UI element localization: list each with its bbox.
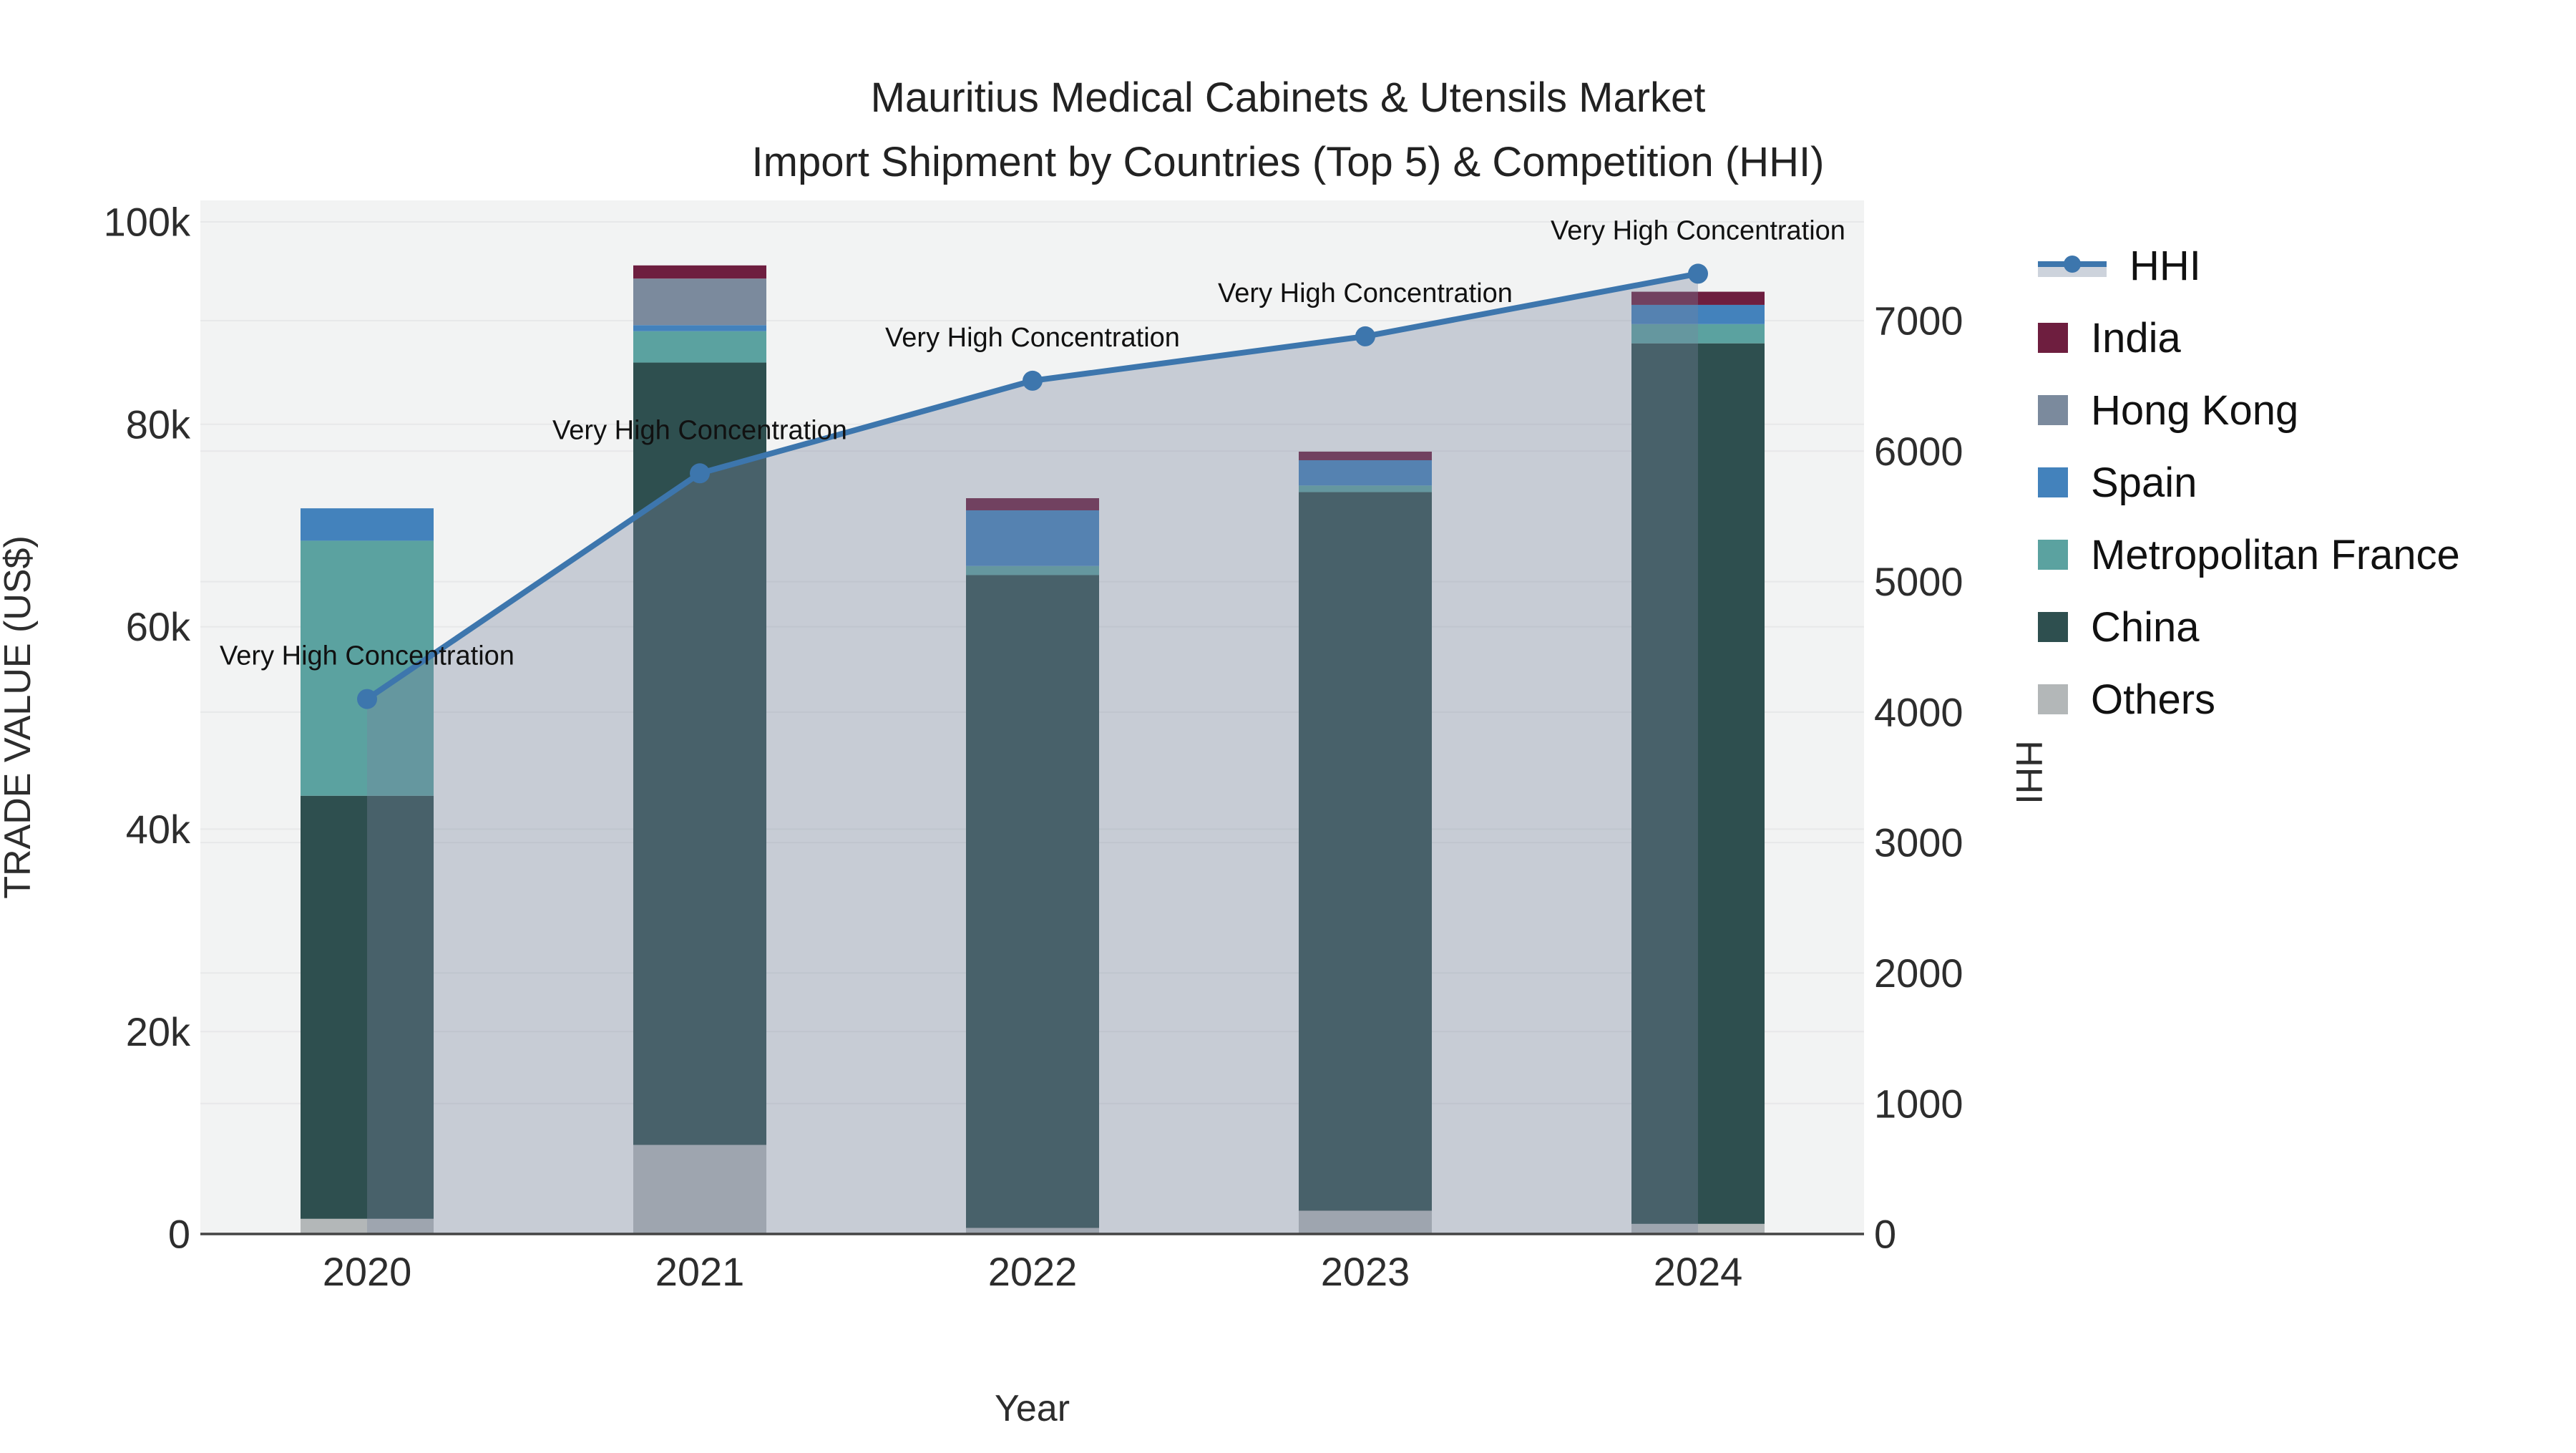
legend-item-hhi[interactable]: HHI [2038,242,2201,289]
legend-item-hong-kong[interactable]: Hong Kong [2038,387,2299,434]
annotation-very-high-concentration: Very High Concentration [885,323,1180,353]
hhi-marker-2020[interactable] [357,689,377,709]
chart-title: Mauritius Medical Cabinets & Utensils Ma… [0,66,2576,195]
bar-2024-spain[interactable] [1631,304,1765,324]
legend-item-others[interactable]: Others [2038,676,2216,723]
legend-label: Spain [2091,459,2197,506]
x-tick-label-2020: 2020 [323,1249,412,1294]
y-right-tick-label: 1000 [1874,1081,1963,1126]
annotation-very-high-concentration: Very High Concentration [1551,215,1845,246]
bar-2024-china[interactable] [1631,343,1765,1224]
bar-2024-metropolitan-france[interactable] [1631,324,1765,344]
bar-2020-spain[interactable] [301,508,434,541]
legend-item-china[interactable]: China [2038,603,2200,651]
legend-line-swatch [2038,251,2107,280]
y-right-tick-label: 4000 [1874,689,1963,734]
bar-2022-spain[interactable] [966,510,1099,566]
chart-title-line2: Import Shipment by Countries (Top 5) & C… [751,138,1825,185]
bar-2023-metropolitan-france[interactable] [1299,485,1432,492]
x-tick-label-2023: 2023 [1321,1249,1410,1294]
bar-2022-china[interactable] [966,575,1099,1228]
bar-2023-china[interactable] [1299,492,1432,1211]
bar-2021-hong-kong[interactable] [633,278,766,326]
legend-item-spain[interactable]: Spain [2038,459,2197,506]
legend-label: Hong Kong [2091,387,2299,434]
y-right-tick-label: 0 [1874,1212,1896,1257]
y-left-tick-label: 0 [168,1212,190,1257]
annotation-very-high-concentration: Very High Concentration [552,415,847,445]
legend-color-swatch [2038,323,2068,353]
bar-2021-metropolitan-france[interactable] [633,331,766,363]
legend-label: HHI [2129,242,2201,289]
bar-2021-china[interactable] [633,362,766,1145]
bar-2024-india[interactable] [1631,291,1765,305]
bar-2022-metropolitan-france[interactable] [966,565,1099,575]
hhi-area-fill [367,273,1698,1234]
annotation-very-high-concentration: Very High Concentration [1218,278,1513,308]
hhi-marker-2023[interactable] [1355,326,1375,346]
legend-color-swatch [2038,467,2068,497]
bar-2022-others[interactable] [966,1228,1099,1234]
bar-2021-spain[interactable] [633,325,766,331]
legend-color-swatch [2038,612,2068,642]
y-right-tick-label: 3000 [1874,820,1963,865]
legend-color-swatch [2038,540,2068,570]
hhi-marker-2021[interactable] [690,463,710,484]
hhi-marker-2024[interactable] [1688,263,1708,284]
bar-2022-india[interactable] [966,498,1099,510]
x-tick-label-2021: 2021 [655,1249,745,1294]
y-right-axis-title: HHI [2008,740,2049,805]
legend-label: China [2091,603,2200,651]
legend-color-swatch [2038,395,2068,425]
legend-label: Others [2091,676,2216,723]
legend-color-swatch [2038,684,2068,714]
bar-2024-others[interactable] [1631,1223,1765,1234]
x-tick-label-2024: 2024 [1654,1249,1743,1294]
bar-2020-others[interactable] [301,1218,434,1234]
y-right-tick-label: 5000 [1874,559,1963,604]
hhi-marker-2022[interactable] [1023,370,1043,391]
y-left-tick-label: 40k [126,807,191,852]
y-right-tick-label: 2000 [1874,951,1963,996]
legend-label: India [2091,314,2181,361]
chart-title-line1: Mauritius Medical Cabinets & Utensils Ma… [870,74,1706,121]
legend-item-metropolitan-france[interactable]: Metropolitan France [2038,532,2460,578]
annotation-very-high-concentration: Very High Concentration [220,641,514,671]
x-axis-title: Year [995,1388,1070,1429]
y-left-tick-label: 80k [126,402,191,447]
y-right-tick-label: 6000 [1874,429,1963,474]
y-left-tick-label: 20k [126,1009,191,1054]
bar-2021-india[interactable] [633,265,766,279]
legend-item-india[interactable]: India [2038,315,2181,361]
legend-label: Metropolitan France [2091,531,2460,578]
bar-2023-india[interactable] [1299,451,1432,460]
x-tick-label-2022: 2022 [988,1249,1078,1294]
y-left-axis-title: TRADE VALUE (US$) [0,535,39,899]
y-right-tick-label: 7000 [1874,298,1963,344]
y-left-tick-label: 60k [126,604,191,649]
bar-2020-china[interactable] [301,795,434,1219]
legend-line-swatch-part [2064,256,2081,273]
y-left-tick-label: 100k [104,200,191,245]
bar-2021-others[interactable] [633,1145,766,1234]
bar-2023-others[interactable] [1299,1210,1432,1234]
bar-2023-spain[interactable] [1299,460,1432,486]
